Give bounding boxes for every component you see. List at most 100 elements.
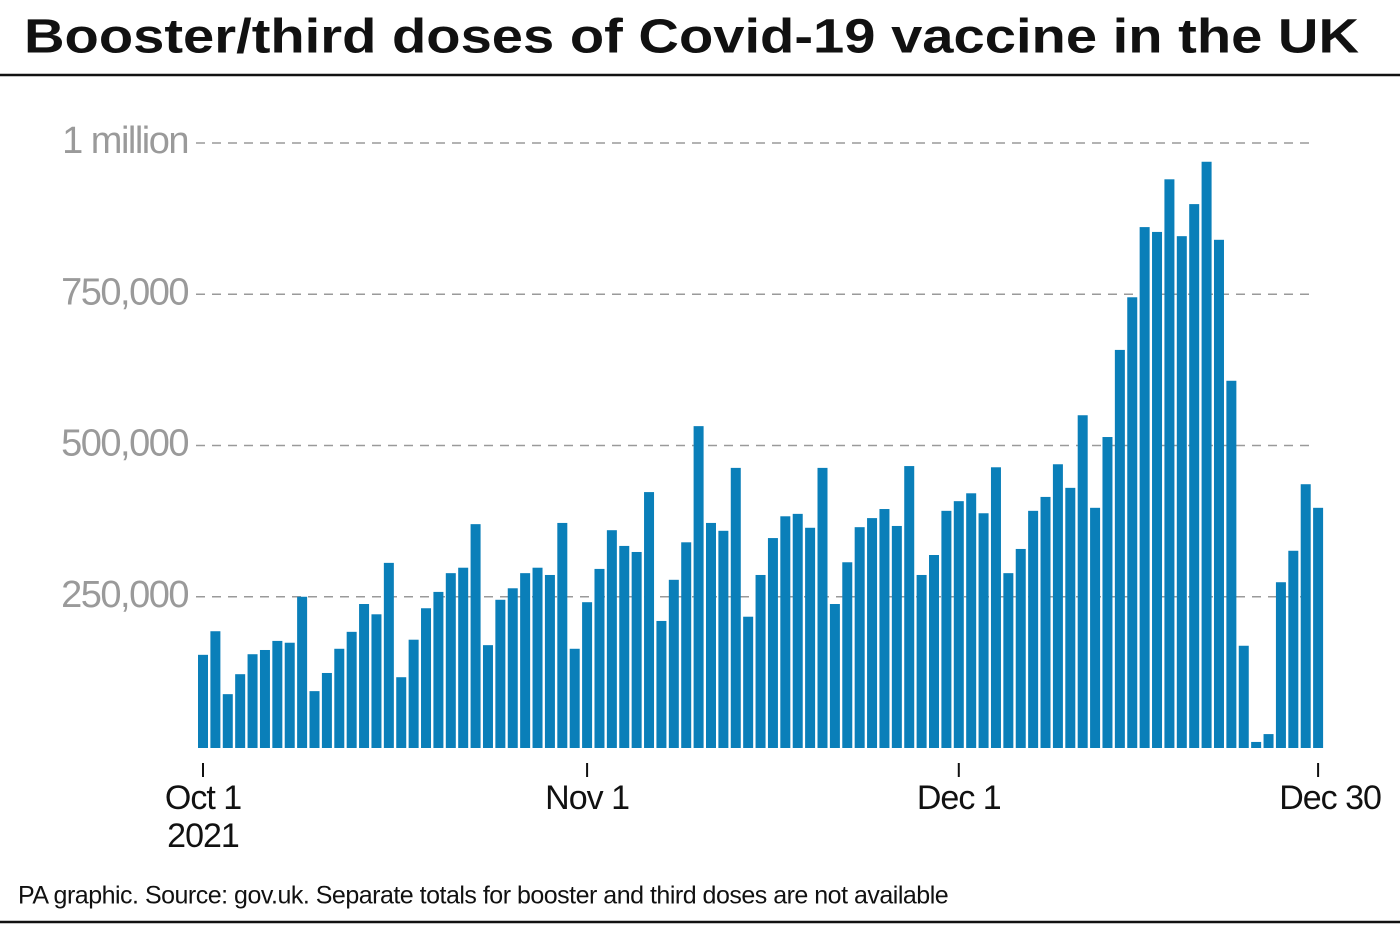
bar: [1300, 484, 1311, 748]
y-tick-label: 1 million: [62, 120, 188, 162]
bar: [842, 562, 853, 748]
bar: [1263, 734, 1274, 748]
bar: [1139, 227, 1150, 749]
bar: [445, 573, 456, 748]
bar: [495, 599, 506, 748]
bar: [780, 516, 791, 748]
bar: [1152, 231, 1163, 748]
bar: [532, 567, 543, 748]
bar: [222, 694, 233, 748]
bar: [990, 467, 1001, 748]
x-tick-label: Dec 1: [917, 779, 1001, 817]
bar: [817, 467, 828, 748]
chart-title: Booster/third doses of Covid-19 vaccine …: [24, 11, 1359, 64]
bar: [718, 530, 729, 748]
bar: [631, 551, 642, 748]
bar: [1090, 507, 1101, 748]
bar: [1176, 236, 1187, 749]
bar: [953, 501, 964, 748]
bar: [1189, 204, 1200, 749]
bar: [1275, 582, 1286, 748]
bar: [1015, 548, 1026, 748]
bar: [544, 574, 555, 748]
bar: [1114, 349, 1125, 748]
bar: [247, 654, 258, 748]
bar: [805, 527, 816, 748]
bar: [582, 602, 593, 748]
bar: [569, 648, 580, 748]
bar: [792, 513, 803, 748]
bar: [235, 674, 246, 748]
x-year-label: 2021: [167, 817, 239, 855]
bar: [891, 525, 902, 748]
x-tick-label: Dec 30: [1279, 779, 1381, 817]
y-tick-label: 250,000: [61, 574, 188, 616]
bar: [1238, 645, 1249, 748]
bar: [941, 510, 952, 748]
bar: [656, 620, 667, 748]
bar: [854, 527, 865, 748]
bar: [743, 616, 754, 748]
bar: [705, 522, 716, 748]
bar: [1226, 380, 1237, 748]
bar: [321, 672, 332, 748]
bar: [619, 545, 630, 748]
bar: [309, 691, 320, 748]
bar: [210, 631, 221, 748]
footnote: PA graphic. Source: gov.uk. Separate tot…: [18, 882, 948, 910]
bar: [383, 562, 394, 748]
bar: [408, 639, 419, 748]
x-tick-label: Nov 1: [545, 779, 629, 817]
bar: [693, 426, 704, 748]
bar: [594, 568, 605, 748]
bar: [346, 631, 357, 748]
bar: [644, 492, 655, 748]
bar: [730, 467, 741, 748]
bar: [433, 591, 444, 748]
bar: [421, 608, 432, 748]
bar: [879, 509, 890, 748]
bar: [520, 573, 531, 748]
bar: [359, 604, 370, 748]
bar: [1028, 510, 1039, 748]
bar: [978, 513, 989, 748]
bar: [259, 649, 270, 748]
bar: [829, 604, 840, 748]
bar: [668, 579, 679, 748]
bar: [929, 555, 940, 748]
x-tick-label: Oct 1: [165, 779, 241, 817]
bar: [1127, 297, 1138, 748]
bar: [297, 596, 308, 748]
bar: [755, 574, 766, 748]
bar: [458, 567, 469, 748]
bar: [482, 645, 493, 748]
bar: [1065, 487, 1076, 748]
bar: [1251, 741, 1262, 748]
bar: [1288, 550, 1299, 748]
y-tick-label: 500,000: [61, 423, 188, 465]
bar: [1102, 437, 1113, 748]
bar: [371, 614, 382, 748]
bar: [767, 538, 778, 748]
bar: [1164, 179, 1175, 749]
bar: [557, 522, 568, 748]
bar: [334, 648, 345, 748]
bar: [1040, 496, 1051, 748]
bar: [470, 524, 481, 748]
bar: [681, 542, 692, 748]
bar: [1052, 464, 1063, 748]
bar: [904, 466, 915, 748]
bar: [1213, 239, 1224, 749]
bar: [606, 530, 617, 748]
bar: [284, 642, 295, 748]
bar: [1201, 161, 1212, 748]
bar: [507, 588, 518, 748]
bar: [1313, 507, 1324, 748]
bar: [272, 640, 283, 748]
y-tick-label: 750,000: [61, 271, 188, 313]
bar: [966, 493, 977, 748]
bar: [916, 574, 927, 748]
bar: [198, 654, 208, 748]
bar: [1003, 573, 1014, 748]
